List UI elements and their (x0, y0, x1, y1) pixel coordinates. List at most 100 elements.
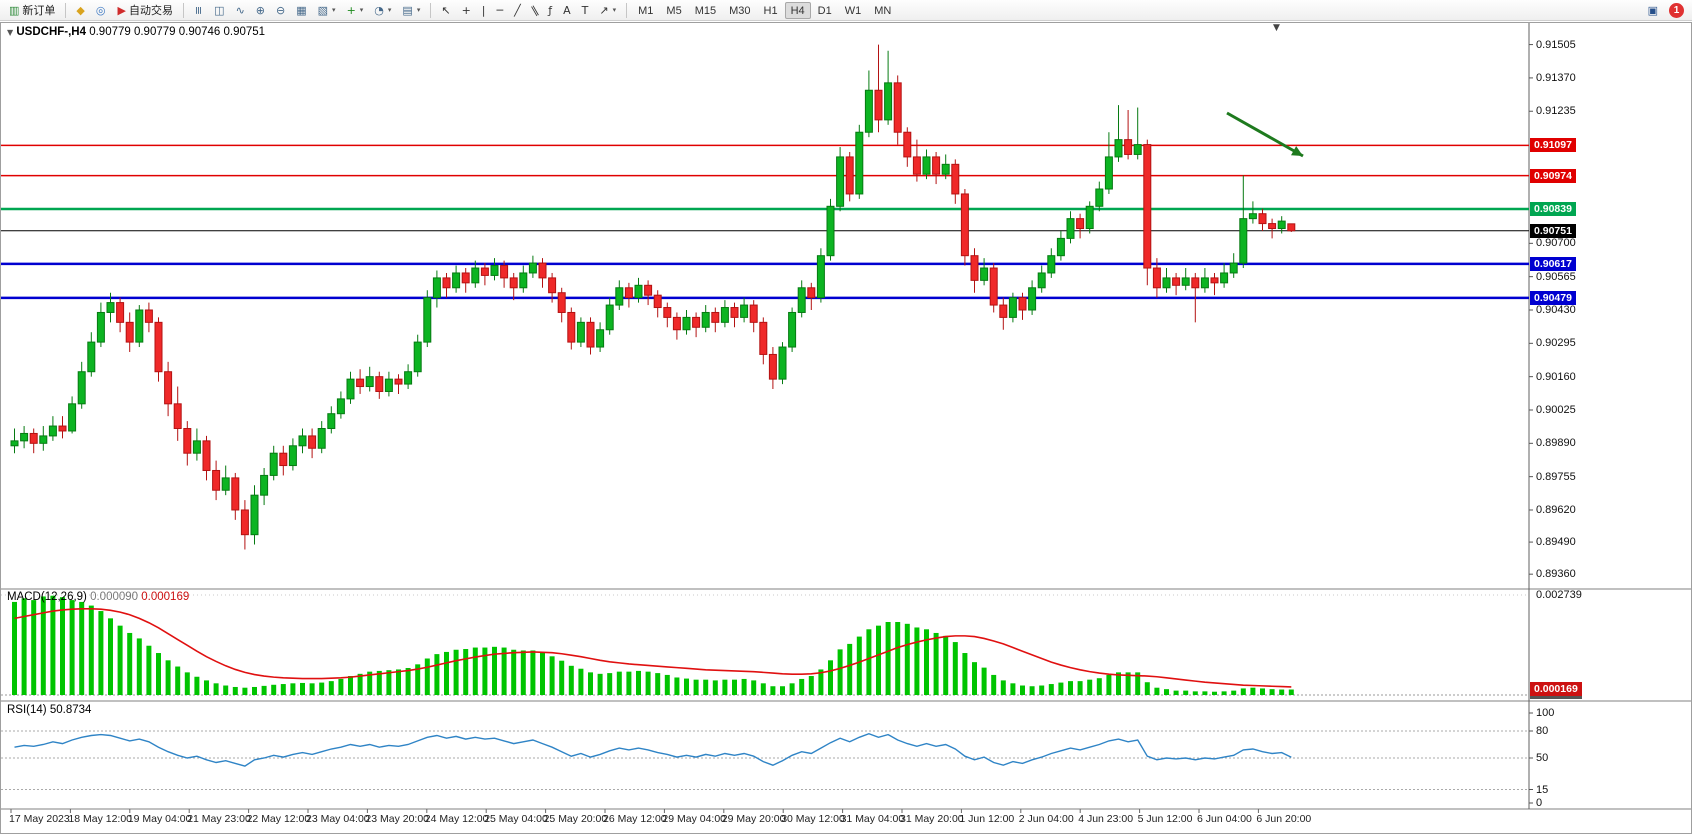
new-chart-icon: ▧ (317, 3, 329, 17)
time-axis-label: 23 May 04:00 (306, 813, 370, 825)
price-line-badge: 0.90974 (1530, 168, 1576, 183)
line-chart-icon[interactable]: ∿ (231, 1, 250, 19)
fibonacci-icon[interactable]: ƒ (543, 1, 557, 19)
market-watch-icon[interactable]: ◆ (71, 1, 89, 19)
autotrading-label: 自动交易 (128, 5, 173, 17)
navigator-icon: ◎ (95, 3, 106, 17)
rsi-axis-label: 80 (1536, 725, 1549, 737)
market-watch-icon: ◆ (76, 3, 85, 17)
horizontal-line-icon[interactable]: ─ (492, 1, 509, 19)
trendline-icon[interactable]: ╱ (509, 1, 526, 19)
vertical-line-icon[interactable]: | (477, 1, 491, 19)
vertical-line-icon: | (481, 3, 486, 17)
macd-value-signal: 0.000169 (141, 591, 190, 603)
time-axis-label: 24 May 12:00 (424, 813, 489, 825)
price-axis-label: 0.90025 (1536, 403, 1576, 416)
timeframe-button-h1[interactable]: H1 (763, 4, 778, 17)
timeframe-button-mn[interactable]: MN (874, 4, 892, 17)
notification-badge[interactable]: 1 (1669, 2, 1684, 18)
dropdown-caret-icon: ▾ (612, 6, 617, 14)
main-toolbar: ▥ 新订单 ◆ ◎ ▶ 自动交易 ≡ ◫ ∿ ⊕ ⊖ ▦ ▧ ▾ + ▾ ◔ ▾ ▤ ▾ ↖ + | ─ ╱ ∥ ƒ A T… (0, 0, 1692, 21)
rsi-axis-label: 0 (1536, 797, 1543, 809)
toolbar-separator (65, 2, 67, 18)
time-axis-label: 19 May 04:00 (127, 813, 192, 825)
rsi-title: RSI(14) 50.8734 (7, 704, 91, 716)
macd-title: MACD(12,26,9) 0.000090 0.000169 (7, 591, 189, 603)
timeframe-button-w1[interactable]: W1 (844, 4, 862, 17)
tile-windows-icon[interactable]: ▦ (291, 1, 311, 19)
autotrading-button[interactable]: ▶ 自动交易 (112, 1, 177, 19)
templates-icon[interactable]: ▤ ▾ (397, 1, 425, 19)
macd-value-main: 0.000090 (90, 591, 139, 603)
periods-icon: ◔ (374, 3, 384, 17)
templates-icon: ▤ (402, 3, 413, 17)
cursor-icon[interactable]: ↖ (436, 1, 455, 19)
time-axis-label: 17 May 2023 (9, 813, 70, 825)
dropdown-caret-icon: ▾ (359, 6, 364, 14)
bar-chart-icon[interactable]: ≡ (189, 1, 208, 19)
toolbar-right: ▣ 1 (1643, 1, 1688, 19)
rsi-axis-label: 50 (1536, 752, 1549, 764)
navigator-icon[interactable]: ◎ (91, 1, 111, 19)
channel-icon[interactable]: ∥ (527, 1, 543, 19)
time-axis-label: 6 Jun 20:00 (1256, 813, 1312, 825)
dropdown-caret-icon: ▾ (416, 6, 421, 14)
toolbar-group-market: ◆ ◎ (71, 1, 110, 19)
time-axis-label: 2 Jun 04:00 (1018, 813, 1074, 825)
macd-label: MACD(12,26,9) (7, 591, 87, 603)
price-axis-label: 0.89890 (1536, 437, 1576, 450)
crosshair-icon[interactable]: + (457, 1, 476, 19)
label-icon: T (581, 3, 589, 17)
price-axis-label: 0.91235 (1536, 105, 1576, 118)
new-order-button[interactable]: ▥ 新订单 (4, 1, 60, 19)
periods-icon[interactable]: ◔ ▾ (369, 1, 396, 19)
zoom-in-icon[interactable]: ⊕ (251, 1, 270, 19)
arrows-icon[interactable]: ↗ ▾ (594, 1, 621, 19)
toolbar-group-chart-tools: ≡ ◫ ∿ ⊕ ⊖ ▦ ▧ ▾ + ▾ ◔ ▾ ▤ ▾ (189, 1, 425, 19)
toolbar-group-right: ▣ (1643, 1, 1663, 19)
price-line-badge: 0.91097 (1530, 138, 1576, 153)
rsi-value: 50.8734 (49, 704, 92, 716)
quick-trade-toggle-icon[interactable]: ▼ (7, 28, 14, 37)
timeframe-button-h4[interactable]: H4 (784, 1, 811, 19)
dropdown-caret-icon: ▾ (387, 6, 392, 14)
timeframe-button-d1[interactable]: D1 (817, 4, 832, 17)
price-axis-label: 0.90430 (1536, 303, 1576, 316)
chart-ohlc: 0.90779 0.90779 0.90746 0.90751 (89, 26, 266, 38)
timeframe-button-m1[interactable]: M1 (638, 4, 654, 17)
timeframe-button-m30[interactable]: M30 (729, 4, 751, 17)
price-axis-label: 0.91370 (1536, 71, 1576, 84)
new-chart-icon[interactable]: ▧ ▾ (313, 1, 341, 19)
price-axis-label: 0.89490 (1536, 536, 1576, 549)
horizontal-line-icon: ─ (496, 3, 504, 17)
timeframe-button-m15[interactable]: M15 (694, 4, 717, 17)
dropdown-caret-icon: ▾ (332, 6, 336, 14)
rsi-label: RSI(14) (7, 704, 47, 716)
price-axis-label: 0.90700 (1536, 237, 1576, 250)
community-icon[interactable]: ▣ (1643, 1, 1663, 19)
text-icon[interactable]: A (558, 1, 576, 19)
zoom-out-icon: ⊖ (276, 3, 286, 17)
time-axis-label: 23 May 20:00 (365, 813, 430, 825)
price-axis-label: 0.90295 (1536, 337, 1576, 350)
label-icon[interactable]: T (577, 1, 594, 19)
toolbar-separator (626, 2, 628, 18)
indicators-icon: + (346, 3, 356, 17)
timeframe-button-m5[interactable]: M5 (666, 4, 682, 17)
price-axis-label: 0.89755 (1536, 470, 1576, 483)
price-chart-canvas[interactable] (1, 23, 1692, 833)
channel-icon: ∥ (528, 2, 541, 18)
macd-scale-top: 0.002739 (1536, 589, 1582, 602)
toolbar-separator (430, 2, 432, 18)
macd-signal-badge: 0.000169 (1530, 681, 1582, 696)
candlestick-chart-icon[interactable]: ◫ (209, 1, 229, 19)
new-order-icon: ▥ (9, 3, 20, 17)
indicators-icon[interactable]: + ▾ (342, 1, 369, 19)
price-line-badge: 0.90479 (1530, 290, 1576, 305)
zoom-out-icon[interactable]: ⊖ (271, 1, 290, 19)
time-axis-label: 25 May 20:00 (543, 813, 608, 825)
scroll-anchor-icon[interactable]: ▼ (1273, 23, 1280, 33)
time-axis-label: 22 May 12:00 (246, 813, 311, 825)
arrows-icon: ↗ (599, 3, 609, 17)
community-icon: ▣ (1647, 3, 1658, 17)
